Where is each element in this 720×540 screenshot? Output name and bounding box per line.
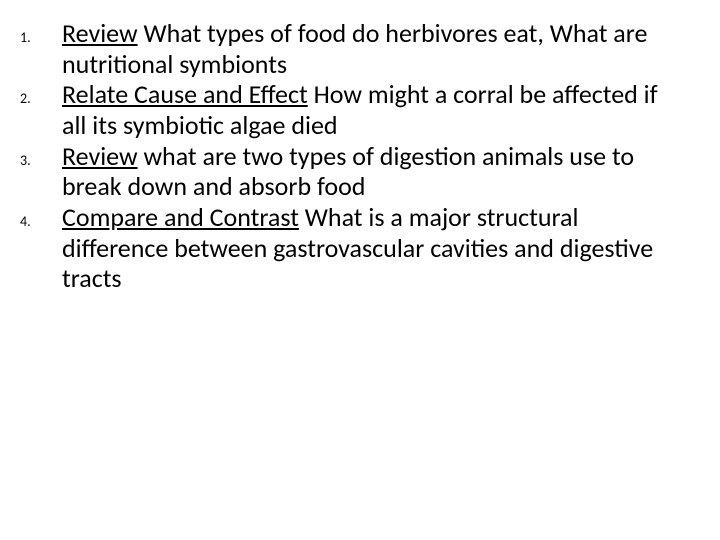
list-item: 1. Review What types of food do herbivor… — [20, 18, 670, 79]
lead-phrase: Review — [62, 17, 138, 49]
rest-text: What types of food do herbivores eat, Wh… — [62, 17, 647, 80]
list-text: Review What types of food do herbivores … — [62, 18, 670, 79]
lead-phrase: Review — [62, 140, 138, 172]
list-number: 2. — [20, 79, 62, 107]
list-text: Compare and Contrast What is a major str… — [62, 202, 670, 294]
list-item: 3. Review what are two types of digestio… — [20, 141, 670, 202]
rest-text: what are two types of digestion animals … — [62, 140, 634, 203]
ordered-list: 1. Review What types of food do herbivor… — [20, 18, 670, 294]
lead-phrase: Relate Cause and Effect — [62, 78, 308, 110]
list-item: 2. Relate Cause and Effect How might a c… — [20, 79, 670, 140]
list-text: Review what are two types of digestion a… — [62, 141, 670, 202]
list-text: Relate Cause and Effect How might a corr… — [62, 79, 670, 140]
list-item: 4. Compare and Contrast What is a major … — [20, 202, 670, 294]
list-number: 1. — [20, 18, 62, 46]
slide: 1. Review What types of food do herbivor… — [0, 0, 720, 540]
list-number: 3. — [20, 141, 62, 169]
lead-phrase: Compare and Contrast — [62, 201, 299, 233]
list-number: 4. — [20, 202, 62, 230]
